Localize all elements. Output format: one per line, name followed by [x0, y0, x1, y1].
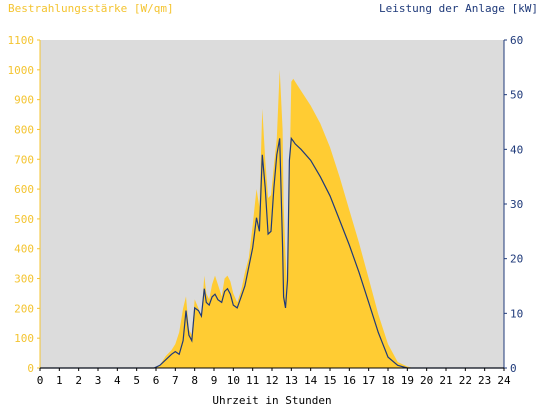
right-tick-label: 60 [510, 34, 523, 47]
x-tick-label: 5 [133, 374, 140, 387]
left-tick-label: 1000 [8, 64, 35, 77]
x-tick-label: 15 [323, 374, 336, 387]
x-tick-label: 24 [497, 374, 511, 387]
right-tick-label: 40 [510, 143, 523, 156]
x-tick-label: 17 [362, 374, 375, 387]
x-tick-label: 19 [401, 374, 414, 387]
x-tick-label: 20 [420, 374, 433, 387]
right-tick-label: 50 [510, 89, 523, 102]
x-tick-label: 10 [227, 374, 240, 387]
left-tick-label: 1100 [8, 34, 35, 47]
left-tick-label: 400 [14, 243, 34, 256]
left-axis-title: Bestrahlungsstärke [W/qm] [8, 2, 174, 15]
left-tick-label: 600 [14, 183, 34, 196]
x-tick-label: 14 [304, 374, 318, 387]
x-tick-label: 1 [56, 374, 63, 387]
x-tick-label: 8 [191, 374, 198, 387]
x-tick-label: 13 [285, 374, 298, 387]
x-tick-label: 11 [246, 374, 259, 387]
right-tick-label: 10 [510, 307, 523, 320]
left-tick-label: 500 [14, 213, 34, 226]
right-tick-label: 30 [510, 198, 523, 211]
x-tick-label: 3 [95, 374, 102, 387]
power-line [40, 136, 504, 369]
x-tick-label: 4 [114, 374, 121, 387]
x-tick-label: 12 [265, 374, 278, 387]
x-tick-label: 16 [343, 374, 356, 387]
x-axis-title: Uhrzeit in Stunden [212, 394, 332, 407]
x-tick-label: 7 [172, 374, 179, 387]
left-tick-label: 100 [14, 332, 34, 345]
left-tick-label: 0 [27, 362, 34, 375]
left-tick-label: 700 [14, 153, 34, 166]
right-tick-label: 20 [510, 253, 523, 266]
x-tick-label: 9 [211, 374, 218, 387]
x-tick-label: 23 [478, 374, 491, 387]
left-tick-label: 200 [14, 302, 34, 315]
x-tick-label: 22 [459, 374, 472, 387]
right-axis-title: Leistung der Anlage [kW] [379, 2, 538, 15]
x-tick-label: 18 [381, 374, 394, 387]
right-tick-label: 0 [510, 362, 517, 375]
left-tick-label: 800 [14, 123, 34, 136]
left-tick-label: 300 [14, 273, 34, 286]
x-tick-label: 21 [439, 374, 452, 387]
x-tick-label: 2 [75, 374, 82, 387]
left-tick-label: 900 [14, 94, 34, 107]
x-tick-label: 0 [37, 374, 44, 387]
x-tick-label: 6 [153, 374, 160, 387]
